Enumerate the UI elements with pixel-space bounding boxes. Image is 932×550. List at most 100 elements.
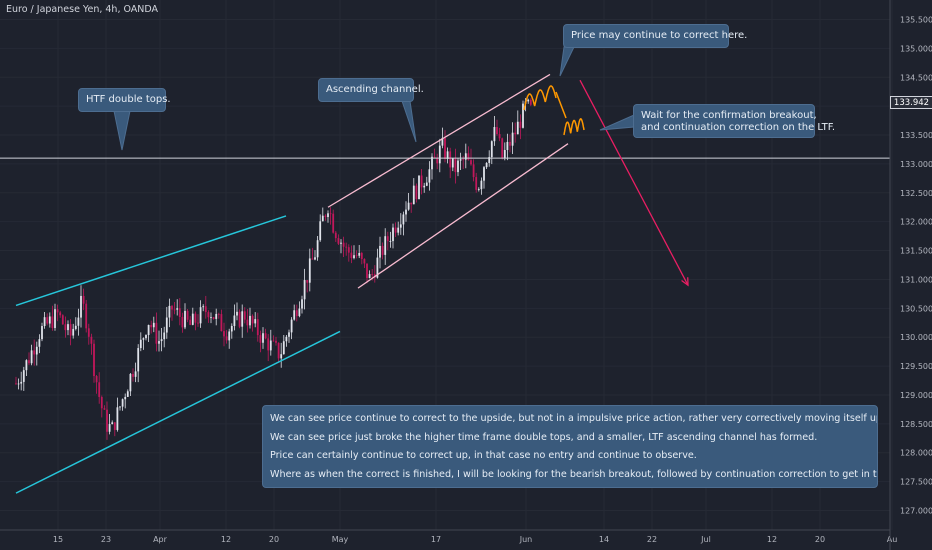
y-tick-label: 135.500 (900, 16, 932, 25)
callout-wait-breakout[interactable]: Wait for the confirmation breakout, and … (633, 104, 835, 138)
candle-body (184, 310, 186, 328)
htf-channel-lower-line (15, 330, 341, 494)
callout-ascending-channel-tail (401, 100, 417, 143)
candle-body (488, 157, 491, 163)
candle-body (77, 317, 80, 326)
candle-body (316, 240, 319, 258)
candle-body (425, 182, 428, 186)
candle-body (431, 156, 433, 170)
y-tick-label: 128.000 (900, 449, 932, 458)
candle-body (108, 424, 111, 432)
candle-body (308, 258, 311, 283)
note-line-3: Price can certainly continue to correct … (270, 450, 697, 461)
x-tick-label: 15 (53, 535, 63, 544)
candle-body (48, 316, 51, 324)
x-tick-label: 17 (431, 535, 441, 544)
candle-body (342, 242, 345, 247)
candle-body (147, 324, 150, 336)
candle-body (282, 341, 285, 355)
candle-body (353, 255, 355, 259)
candle-body (106, 409, 108, 432)
candle-body (80, 295, 82, 318)
candle-body (194, 313, 197, 323)
candle-body (303, 280, 306, 300)
candle-body (56, 309, 59, 313)
y-tick-label: 130.500 (900, 304, 932, 313)
candle-body (506, 141, 509, 150)
candle-body (332, 213, 335, 233)
candle-body (428, 169, 431, 183)
candle-body (165, 317, 168, 333)
candle-body (163, 332, 166, 340)
symbol-title: Euro / Japanese Yen, 4h, OANDA (6, 4, 159, 15)
candle-body (514, 132, 517, 135)
candle-body (35, 346, 38, 355)
candle-body (74, 325, 77, 329)
candle-body (483, 167, 485, 181)
x-tick-label: 12 (221, 535, 231, 544)
candle-body (152, 322, 155, 328)
ltf-channel-lower-line (357, 143, 569, 289)
analysis-note[interactable]: We can see price continue to correct to … (262, 405, 878, 488)
candle-body (207, 312, 210, 318)
candle-body (249, 315, 251, 326)
callout-continue-correct[interactable]: Price may continue to correct here. (563, 24, 747, 48)
candle-body (337, 238, 340, 244)
candle-body (371, 274, 374, 275)
candle-body (150, 324, 153, 328)
candle-body (100, 396, 103, 409)
candle-body (472, 164, 475, 178)
candle-body (142, 338, 145, 340)
candle-body (363, 259, 366, 264)
candle-body (215, 313, 218, 319)
callout-double-tops[interactable]: HTF double tops. (78, 88, 171, 112)
candle-body (464, 153, 467, 160)
candle-body (298, 308, 301, 317)
y-tick-label: 127.500 (900, 478, 932, 487)
candle-body (407, 202, 410, 210)
candle-body (324, 215, 327, 218)
candle-body (137, 348, 140, 372)
candle-body (423, 185, 426, 188)
candle-body (446, 151, 449, 159)
candle-body (160, 339, 163, 342)
candle-body (410, 202, 413, 205)
x-tick-label: Apr (153, 535, 168, 544)
candle-body (145, 335, 147, 339)
candle-body (516, 121, 519, 135)
y-tick-label: 135.000 (900, 44, 932, 53)
callout-ascending-channel[interactable]: Ascending channel. (318, 78, 424, 102)
candle-body (376, 257, 379, 278)
x-tick-label: 20 (815, 535, 825, 544)
candle-body (67, 324, 69, 331)
candle-body (503, 149, 506, 159)
y-tick-label: 134.500 (900, 73, 932, 82)
candle-body (381, 245, 384, 255)
candle-body (358, 252, 361, 256)
candle-body (51, 316, 54, 328)
candle-body (295, 310, 298, 317)
candle-body (412, 185, 415, 205)
candle-body (436, 157, 439, 164)
candle-body (38, 339, 41, 347)
candle-body (301, 299, 303, 309)
candle-body (254, 319, 257, 324)
candle-body (418, 175, 420, 200)
candle-body (155, 322, 158, 344)
candle-body (392, 227, 394, 242)
candle-body (345, 246, 348, 248)
candle-body (41, 326, 43, 340)
current-price-badge: 133.942 (890, 96, 932, 109)
candle-body (490, 141, 493, 158)
candle-body (522, 103, 524, 128)
candle-body (103, 408, 106, 410)
candle-body (277, 342, 280, 359)
y-tick-label: 128.500 (900, 420, 932, 429)
candle-body (340, 242, 342, 244)
candle-body (111, 422, 114, 425)
candle-body (470, 160, 472, 165)
candle-body (347, 247, 350, 253)
y-tick-label: 133.500 (900, 131, 932, 140)
candle-body (217, 313, 220, 315)
candle-body (64, 324, 67, 331)
